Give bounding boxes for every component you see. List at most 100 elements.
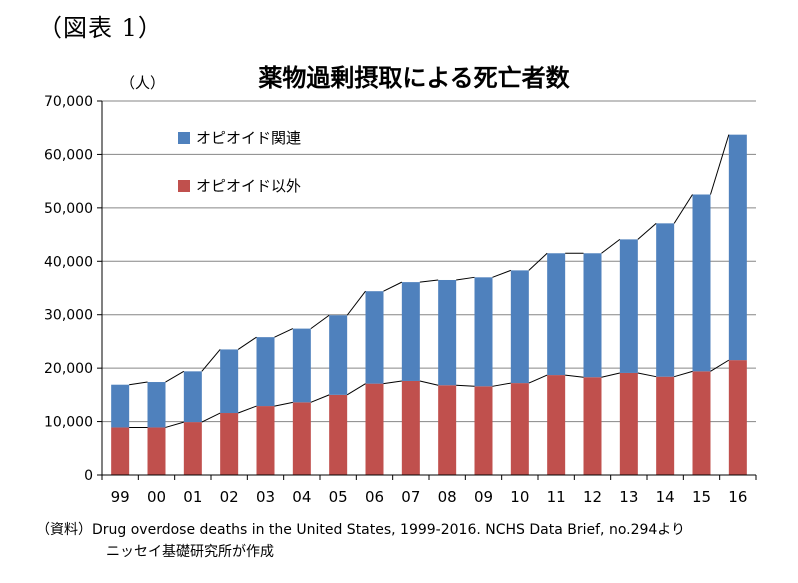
connector-line-non-opioid	[456, 384, 475, 387]
connector-line-non-opioid	[201, 412, 221, 423]
bar-non-opioid	[474, 386, 493, 475]
stacked-bar-chart: 0 10,000 20,000 30,000 40,000 50,000 60,000 70,…	[44, 94, 757, 506]
figure-label: （図表 1）	[38, 14, 163, 42]
y-tick-label: 40,000	[44, 254, 93, 270]
bar-non-opioid	[329, 394, 348, 475]
x-tick-label: 12	[583, 488, 602, 506]
x-tick-label: 11	[547, 488, 566, 506]
connector-line-total	[601, 238, 621, 254]
connector-lines	[129, 134, 730, 428]
bar-opioid	[365, 291, 384, 384]
connector-line-non-opioid	[346, 383, 366, 396]
source-line-2: ニッセイ基礎研究所が作成	[106, 544, 274, 560]
x-tick-label: 99	[111, 488, 130, 506]
bar-non-opioid	[365, 383, 384, 475]
x-tick-label: 10	[510, 488, 529, 506]
x-tick-label: 07	[401, 488, 420, 506]
bar-opioid	[147, 382, 166, 428]
connector-line-total	[201, 349, 221, 372]
bar-opioid	[510, 270, 529, 384]
connector-line-total	[456, 276, 475, 281]
legend-swatch	[178, 132, 190, 144]
connector-line-non-opioid	[637, 372, 657, 378]
connector-line-total	[528, 252, 548, 271]
connector-line-non-opioid	[674, 370, 693, 378]
bar-non-opioid	[111, 427, 130, 475]
bar-non-opioid	[401, 380, 420, 475]
bar-opioid	[438, 279, 457, 386]
bar-opioid	[692, 194, 711, 372]
connector-line-non-opioid	[601, 372, 620, 378]
bar-non-opioid	[583, 377, 602, 475]
bar-non-opioid	[656, 376, 675, 475]
y-tick-label: 30,000	[44, 308, 93, 324]
source-note: （資料）Drug overdose deaths in the United S…	[36, 519, 685, 563]
x-tick-label: 14	[656, 488, 675, 506]
x-tick-label: 05	[329, 488, 348, 506]
bar-non-opioid	[692, 371, 711, 475]
x-axis-ticks: 99 00 01 02 03 04 05 06 07 08 09 10 11 12 13 14 15 16	[101, 475, 757, 506]
x-tick-label: 13	[619, 488, 638, 506]
bar-non-opioid	[438, 385, 457, 475]
x-tick-label: 01	[183, 488, 202, 506]
bar-opioid	[728, 134, 747, 361]
bar-opioid	[656, 223, 675, 377]
y-axis-unit-label: （人）	[120, 74, 166, 92]
x-tick-label: 09	[474, 488, 493, 506]
bar-non-opioid	[147, 427, 166, 475]
bars	[111, 134, 747, 475]
connector-line-total	[383, 281, 403, 292]
bar-non-opioid	[220, 413, 239, 475]
x-tick-label: 04	[292, 488, 311, 506]
connector-line-non-opioid	[492, 382, 511, 387]
bar-non-opioid	[547, 375, 566, 475]
y-tick-label: 20,000	[44, 361, 93, 377]
bar-opioid	[583, 253, 602, 378]
connector-line-total	[274, 328, 294, 338]
connector-line-non-opioid	[419, 380, 439, 386]
bar-opioid	[183, 371, 202, 423]
gridlines	[102, 100, 756, 423]
legend-backdrop	[160, 176, 330, 198]
bar-opioid	[401, 282, 420, 381]
connector-line-total	[165, 370, 185, 383]
bar-non-opioid	[728, 360, 747, 475]
bar-opioid	[220, 349, 239, 414]
y-tick-label: 70,000	[44, 94, 93, 110]
bar-opioid	[292, 328, 311, 403]
connector-line-non-opioid	[165, 421, 184, 428]
chart-title: 薬物過剰摂取による死亡者数	[258, 64, 570, 92]
bar-opioid	[619, 239, 638, 373]
x-tick-label: 15	[692, 488, 711, 506]
bar-opioid	[547, 253, 566, 376]
connector-line-total	[346, 290, 366, 316]
connector-line-total	[710, 134, 730, 195]
bar-opioid	[256, 337, 275, 407]
bar-non-opioid	[256, 406, 275, 475]
connector-line-total	[637, 222, 657, 240]
legend-label: オピオイド関連	[196, 129, 301, 147]
legend-swatch	[178, 180, 190, 192]
connector-line-non-opioid	[274, 401, 293, 407]
x-tick-label: 00	[147, 488, 166, 506]
y-tick-label: 60,000	[44, 147, 93, 163]
y-axis-ticks: 0 10,000 20,000 30,000 40,000 50,000 60,000 70,…	[44, 94, 102, 484]
connector-line-non-opioid	[565, 374, 584, 378]
bar-non-opioid	[619, 372, 638, 475]
connector-line-total	[419, 279, 439, 283]
connector-line-total	[129, 381, 148, 386]
x-tick-label: 03	[256, 488, 275, 506]
connector-line-non-opioid	[710, 359, 730, 372]
y-tick-label: 0	[84, 468, 93, 484]
x-tick-label: 08	[438, 488, 457, 506]
source-line-1: （資料）Drug overdose deaths in the United S…	[36, 522, 686, 538]
connector-line-total	[310, 314, 330, 330]
y-tick-label: 50,000	[44, 201, 93, 217]
x-tick-label: 06	[365, 488, 384, 506]
bar-opioid	[329, 315, 348, 395]
connector-line-non-opioid	[383, 380, 402, 385]
connector-line-total	[237, 336, 257, 350]
x-tick-label: 02	[220, 488, 239, 506]
connector-line-total	[492, 269, 512, 278]
connector-line-total	[673, 194, 693, 224]
